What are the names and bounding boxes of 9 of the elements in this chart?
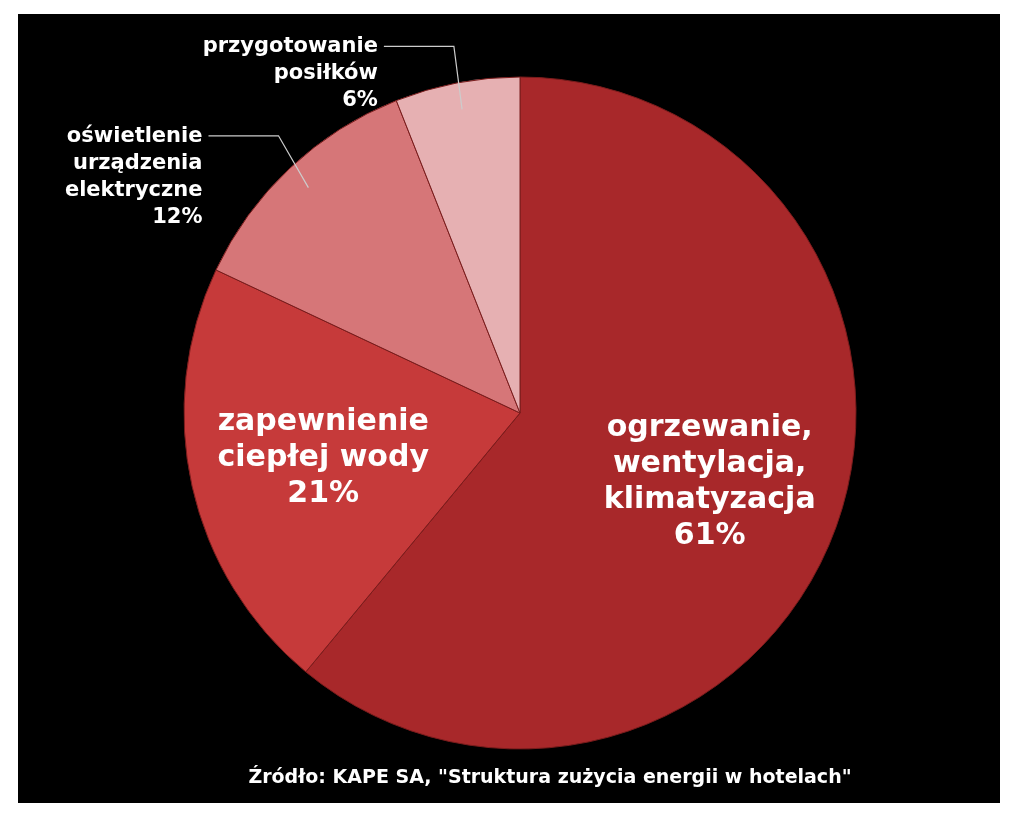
data-label: 21% (287, 473, 360, 509)
data-label: 6% (342, 87, 378, 112)
slice-label: ogrzewanie, wentylacja, klimatyzacja (603, 407, 816, 515)
data-label: 61% (673, 515, 746, 551)
slice-label: oświetlenie urządzenia elektryczne (64, 122, 203, 201)
slice-label: zapewnienie ciepłej wody (217, 401, 430, 473)
slice-label: przygotowanie posiłków (202, 33, 378, 85)
data-label: 12% (152, 203, 203, 228)
text: Źródło: KAPE SA, "Struktura zużycia energii w hotelach" (248, 765, 852, 787)
